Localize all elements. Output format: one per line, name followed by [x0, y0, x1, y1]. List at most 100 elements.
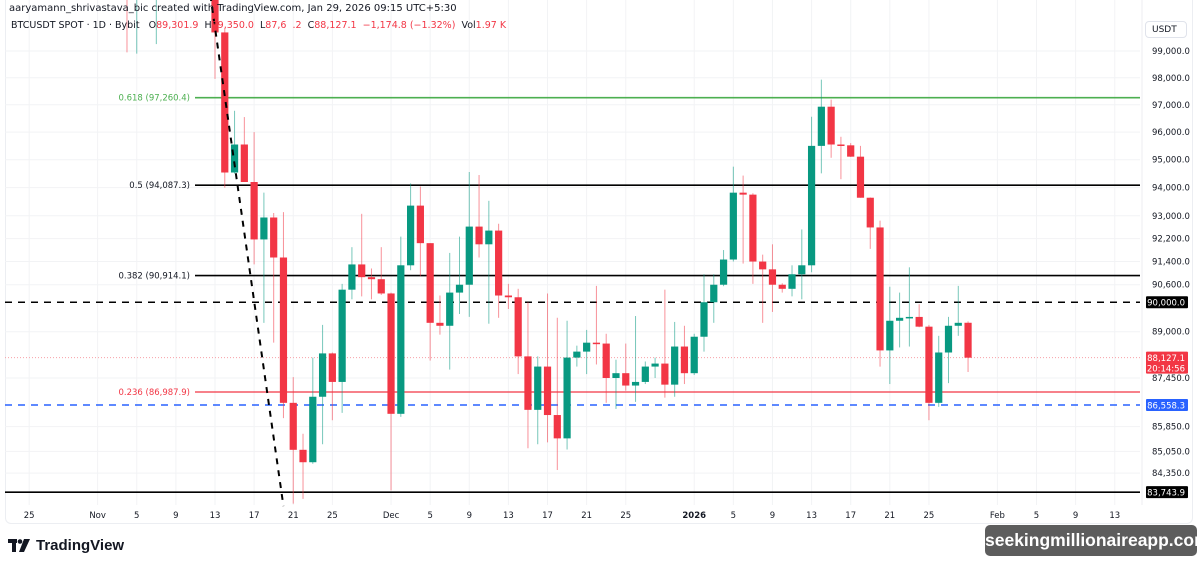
candle-body[interactable]: [514, 297, 522, 357]
x-axis-tick-label: 5: [427, 511, 432, 521]
candle-body[interactable]: [543, 366, 552, 416]
candle-body[interactable]: [817, 106, 825, 146]
candle-body[interactable]: [436, 322, 444, 326]
candle-body[interactable]: [768, 269, 777, 285]
candle-body[interactable]: [700, 302, 708, 337]
candle-body[interactable]: [534, 366, 542, 410]
candle-body[interactable]: [563, 357, 571, 439]
candle-body[interactable]: [397, 265, 405, 414]
candle-body[interactable]: [573, 351, 581, 358]
y-axis-tick-label: 85,850.0: [1152, 423, 1190, 433]
candle-body[interactable]: [465, 226, 473, 285]
x-axis-tick-label: 13: [503, 511, 514, 521]
candle-body[interactable]: [230, 144, 239, 173]
x-axis-tick-label: 9: [467, 511, 472, 521]
candle-body[interactable]: [622, 373, 630, 386]
candle-body[interactable]: [612, 373, 620, 379]
candle-body[interactable]: [367, 277, 376, 280]
candle-body[interactable]: [866, 197, 874, 228]
candle-body[interactable]: [495, 230, 503, 296]
candle-body[interactable]: [358, 264, 366, 278]
price-badge-label: 88,127.1: [1147, 354, 1185, 364]
high-value: 89,350.0: [211, 20, 254, 31]
candle-body[interactable]: [856, 156, 865, 198]
x-axis-tick-label: 9: [173, 511, 178, 521]
watermark: seekingmillionaireapp.com: [985, 525, 1200, 556]
candle-body[interactable]: [905, 316, 913, 319]
candle-body[interactable]: [886, 320, 894, 351]
candle-body[interactable]: [240, 144, 248, 183]
candle-body[interactable]: [876, 227, 884, 351]
candle-body[interactable]: [827, 106, 835, 145]
candle-body[interactable]: [641, 366, 649, 382]
candle-body[interactable]: [387, 293, 395, 414]
candle-body[interactable]: [309, 396, 317, 463]
candle-body[interactable]: [749, 194, 757, 262]
candle-body[interactable]: [739, 192, 747, 195]
candle-body[interactable]: [260, 217, 268, 240]
candle-body[interactable]: [935, 352, 943, 403]
candle-body[interactable]: [837, 144, 845, 146]
candle-body[interactable]: [778, 284, 786, 289]
candle-body[interactable]: [328, 353, 336, 382]
candle-body[interactable]: [661, 363, 669, 385]
candle-body[interactable]: [729, 192, 737, 260]
candle-body[interactable]: [485, 230, 493, 245]
candle-body[interactable]: [279, 257, 288, 403]
candle-body[interactable]: [270, 217, 278, 258]
x-axis-tick-label: 13: [1109, 511, 1120, 521]
candle-body[interactable]: [446, 292, 454, 326]
candle-body[interactable]: [925, 326, 933, 403]
currency-button[interactable]: USDT: [1145, 21, 1187, 38]
candlestick-chart[interactable]: 99,000.0 98,000.0 97,000.0 96,000.0 95,000.0…: [0, 0, 1200, 525]
tradingview-logo[interactable]: TradingView: [8, 537, 124, 554]
candle-body[interactable]: [631, 381, 640, 386]
candle-body[interactable]: [671, 346, 679, 385]
x-axis-tick-label: 21: [288, 511, 299, 521]
candle-body[interactable]: [964, 322, 972, 358]
candle-body[interactable]: [377, 279, 385, 294]
candle-body[interactable]: [416, 205, 424, 244]
candle-body[interactable]: [426, 243, 434, 323]
candle-body[interactable]: [211, 0, 219, 33]
candle-body[interactable]: [318, 353, 327, 397]
candle-body[interactable]: [524, 356, 532, 410]
candle-body[interactable]: [759, 261, 767, 270]
close-label: C: [307, 20, 315, 31]
candle-body[interactable]: [348, 264, 356, 290]
candle-body[interactable]: [553, 415, 561, 439]
candle-body[interactable]: [475, 226, 483, 245]
candle-body[interactable]: [847, 145, 855, 157]
y-axis-tick-label: 97,000.0: [1152, 101, 1190, 111]
candle-body[interactable]: [680, 346, 689, 374]
candle-body[interactable]: [954, 322, 962, 326]
candle-body[interactable]: [807, 145, 816, 266]
open-value: 89,301.9: [156, 20, 199, 31]
candle-body[interactable]: [289, 402, 297, 450]
candle-body[interactable]: [592, 342, 601, 345]
candle-body[interactable]: [407, 205, 415, 266]
x-axis-tick-label: 25: [620, 511, 631, 521]
candle-body[interactable]: [504, 295, 512, 298]
candle-body[interactable]: [602, 343, 610, 379]
candle-body[interactable]: [798, 265, 806, 275]
candle-body[interactable]: [338, 289, 346, 382]
candle-body[interactable]: [250, 182, 258, 240]
candle-body[interactable]: [690, 336, 698, 374]
candle-body[interactable]: [944, 325, 953, 353]
candle-body[interactable]: [710, 284, 718, 303]
price-badge: [1146, 351, 1188, 374]
candle-body[interactable]: [583, 342, 591, 352]
fib-level-label: 0.236 (86,987.9): [118, 388, 190, 398]
candle-body[interactable]: [299, 449, 307, 463]
candle-body[interactable]: [719, 259, 728, 285]
trendline-dashed[interactable]: [205, 0, 285, 507]
symbol-label[interactable]: BTCUSDT SPOT · 1D · Bybit: [11, 20, 140, 31]
candle-body[interactable]: [915, 316, 923, 327]
candle-body[interactable]: [455, 284, 464, 293]
candle-body[interactable]: [788, 274, 796, 289]
x-axis-tick-label: 25: [327, 511, 338, 521]
candle-body[interactable]: [896, 317, 904, 321]
x-axis-tick-label: 5: [134, 511, 139, 521]
candle-body[interactable]: [651, 363, 659, 367]
